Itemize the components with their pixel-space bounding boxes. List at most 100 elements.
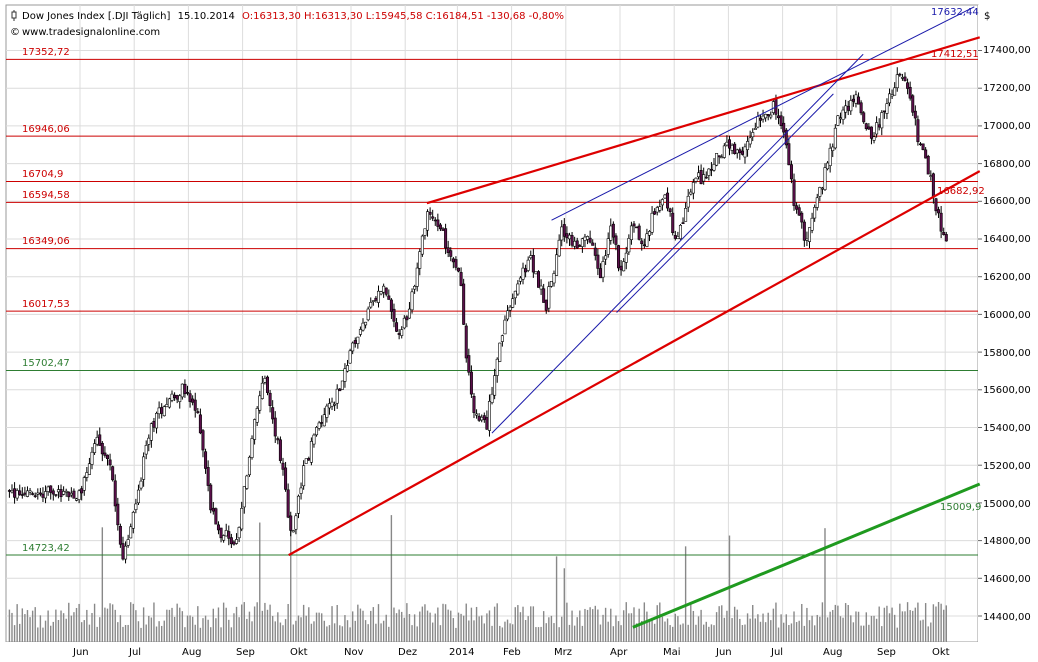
y-tick-label: 15600,00: [983, 385, 1031, 396]
candle-body: [108, 459, 112, 466]
candle-body: [80, 488, 84, 494]
candle-body: [771, 101, 775, 113]
candle-body: [578, 245, 582, 247]
candle-body: [428, 211, 432, 215]
x-tick-label: 2014: [449, 647, 474, 658]
candlestick-icon: [11, 10, 17, 21]
candle-body: [565, 233, 569, 239]
candle-body: [309, 441, 313, 463]
header-date: 15.10.2014: [178, 11, 235, 22]
candle-body: [859, 102, 863, 114]
candle-body: [446, 247, 450, 253]
candle-body: [291, 530, 295, 533]
x-tick-label: Sep: [877, 647, 896, 658]
candle-body: [49, 485, 53, 493]
candle-body: [286, 489, 290, 518]
candle-body: [823, 167, 827, 190]
candle-body: [531, 255, 535, 273]
candle-body: [433, 219, 437, 222]
candle-body: [702, 174, 706, 182]
candle-body: [155, 412, 159, 429]
candle-body: [436, 219, 440, 227]
candle-body: [438, 224, 442, 230]
candle-body: [624, 252, 628, 263]
candle-body: [204, 451, 208, 469]
candle-body: [10, 490, 14, 493]
candle-body: [777, 115, 781, 119]
candle-body: [116, 503, 120, 526]
volume-layer: [8, 515, 947, 642]
y-tick-label: 14600,00: [983, 574, 1031, 585]
header-text: Dow Jones Index [.DJI Täglich] 15.10.201…: [22, 11, 564, 22]
candle-body: [508, 306, 512, 311]
candle-body: [178, 395, 182, 402]
candle-body: [580, 238, 584, 247]
candle-body: [469, 371, 473, 395]
grid-layer: [6, 5, 982, 642]
candle-body: [800, 212, 804, 223]
candle-body: [635, 226, 639, 229]
candle-body: [418, 251, 422, 269]
candle-body: [666, 192, 670, 209]
candle-body: [82, 477, 86, 491]
candle-body: [376, 290, 380, 303]
candle-body: [787, 143, 791, 166]
candle-body: [369, 302, 373, 308]
trendline-label: 17412,51: [931, 49, 979, 60]
candle-body: [524, 268, 528, 273]
candle-body: [160, 407, 164, 414]
level-labels: 17352,72 16946,06 16704,9 16594,58 16349…: [22, 47, 70, 554]
candle-body: [85, 472, 89, 478]
candle-body: [170, 393, 174, 401]
candle-body: [271, 407, 275, 420]
level-label: 16704,9: [22, 169, 63, 180]
candle-body: [407, 308, 411, 319]
candle-body: [506, 310, 510, 320]
candle-body: [862, 112, 866, 123]
candle-body: [335, 388, 339, 404]
candle-body: [818, 187, 822, 197]
y-tick-label: 15400,00: [983, 423, 1031, 434]
candle-body: [222, 535, 226, 541]
candle-body: [699, 170, 703, 185]
candle-body: [593, 247, 597, 256]
candle-body: [611, 223, 615, 238]
candle-body: [451, 258, 455, 263]
candle-body: [645, 233, 649, 247]
candle-body: [805, 238, 809, 241]
candle-body: [583, 236, 587, 241]
candle-body: [340, 380, 344, 390]
candle-body: [482, 415, 486, 420]
candle-body: [743, 146, 747, 158]
candle-body: [100, 442, 104, 455]
candle-body: [51, 490, 55, 495]
candle-body: [942, 232, 946, 235]
candle-body: [872, 136, 876, 141]
candle-body: [374, 297, 378, 301]
candle-body: [500, 335, 504, 342]
candle-body: [180, 383, 184, 398]
candle-body: [671, 212, 675, 234]
candle-body: [320, 422, 324, 424]
candle-body: [260, 382, 264, 399]
candle-body: [898, 73, 902, 76]
y-tick-label: 14800,00: [983, 536, 1031, 547]
candle-body: [90, 451, 94, 465]
source-text: www.tradesignalonline.com: [22, 27, 160, 38]
candle-body: [229, 537, 233, 545]
candle-body: [513, 290, 517, 299]
candle-body: [485, 417, 489, 430]
candle-body: [663, 194, 667, 199]
x-tick-label: Okt: [290, 647, 308, 658]
candle-body: [916, 119, 920, 143]
candle-body: [725, 141, 729, 146]
candle-body: [54, 494, 58, 496]
trendline: [426, 36, 981, 205]
candle-body: [640, 240, 644, 245]
candle-body: [697, 172, 701, 178]
candle-body: [567, 234, 571, 240]
y-tick-label: 14400,00: [983, 612, 1031, 623]
candle-body: [206, 467, 210, 486]
trendline: [616, 93, 834, 313]
candle-body: [637, 225, 641, 240]
